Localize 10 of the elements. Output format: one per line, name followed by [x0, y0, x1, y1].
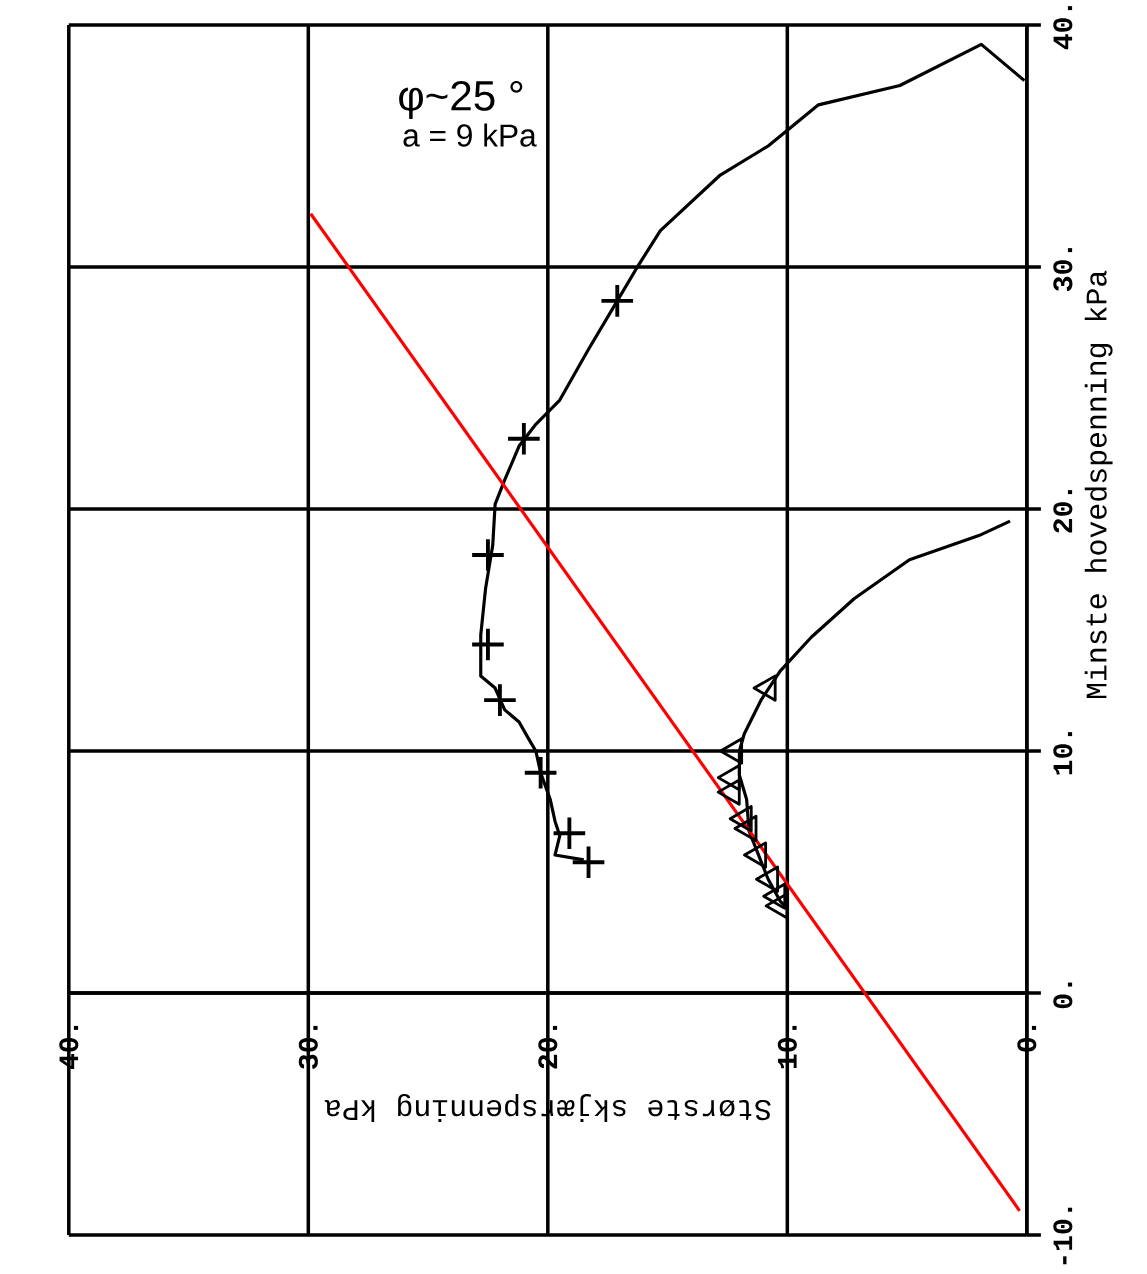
annotation: a = 9 kPa: [403, 123, 537, 147]
y-tick-label: 30.: [1053, 248, 1073, 292]
x-axis-title: Største skjærspenning kPa: [324, 1094, 771, 1122]
annotation: φ~25 °: [399, 80, 523, 120]
y-tick-label: 20.: [1053, 490, 1073, 533]
y-axis-title: Minste hovedspenning kPa: [1084, 270, 1113, 699]
y-tick-label: 10.: [1053, 732, 1073, 775]
y-tick-label: 0.: [1053, 982, 1073, 1009]
y-tick-label: 40.: [1053, 6, 1073, 50]
y-tick-label: -10.: [1053, 1207, 1073, 1265]
